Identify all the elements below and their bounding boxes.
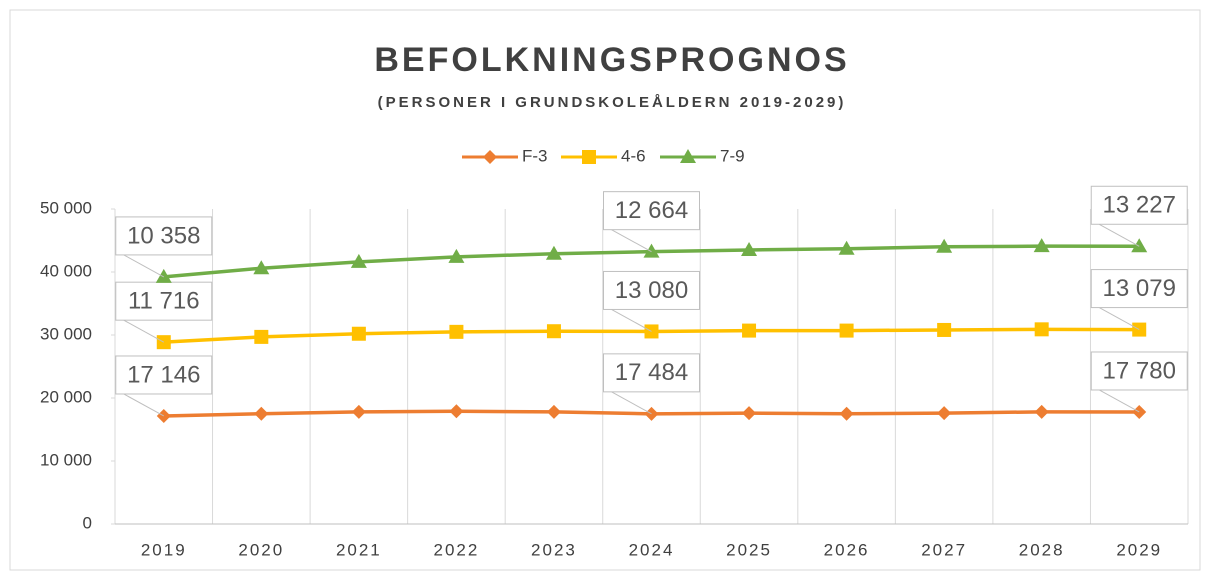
- x-tick-label: 2021: [336, 540, 382, 559]
- x-tick-label: 2023: [531, 540, 577, 559]
- data-label: 13 227: [1103, 192, 1176, 219]
- marker: [449, 324, 464, 339]
- label-leader: [1098, 389, 1140, 413]
- marker: [1131, 238, 1148, 253]
- label-leader: [611, 229, 652, 253]
- marker: [937, 406, 952, 421]
- marker: [1034, 404, 1049, 419]
- marker: [839, 323, 854, 338]
- marker: [1033, 238, 1050, 253]
- y-tick-label: 10 000: [40, 450, 92, 469]
- marker: [449, 404, 464, 419]
- marker: [546, 324, 561, 339]
- label-leader: [1098, 307, 1140, 331]
- label-leader: [123, 393, 165, 417]
- marker: [253, 260, 270, 275]
- marker: [839, 406, 854, 421]
- marker: [448, 248, 465, 263]
- legend-label: 7-9: [720, 146, 745, 165]
- marker: [936, 238, 953, 253]
- marker: [155, 268, 172, 283]
- label-box: [115, 281, 213, 321]
- marker: [545, 245, 562, 260]
- label-box: [603, 270, 700, 310]
- marker: [937, 322, 952, 337]
- data-label: 13 080: [615, 277, 688, 304]
- legend-marker: [483, 150, 497, 164]
- y-tick-label: 50 000: [40, 198, 92, 217]
- label-box: [1090, 351, 1188, 391]
- marker: [838, 240, 855, 255]
- legend-label: F-3: [522, 146, 548, 165]
- label-leader: [123, 254, 165, 278]
- y-tick-label: 30 000: [40, 324, 92, 343]
- data-label: 17 780: [1103, 357, 1176, 384]
- legend-label: 4-6: [621, 146, 646, 165]
- data-label: 12 664: [615, 197, 688, 224]
- x-tick-label: 2020: [238, 540, 284, 559]
- label-leader: [611, 391, 652, 415]
- data-label: 10 358: [127, 222, 200, 249]
- marker: [1034, 322, 1049, 337]
- label-box: [1090, 185, 1188, 225]
- marker: [643, 243, 660, 258]
- y-tick-label: 20 000: [40, 387, 92, 406]
- y-tick-label: 40 000: [40, 261, 92, 280]
- label-box: [1090, 269, 1188, 309]
- data-label: 17 484: [615, 359, 688, 386]
- data-label: 11 716: [128, 288, 200, 315]
- marker: [546, 404, 561, 419]
- x-tick-label: 2029: [1116, 540, 1162, 559]
- label-box: [603, 191, 700, 231]
- marker: [254, 329, 269, 344]
- x-tick-label: 2019: [141, 540, 187, 559]
- x-tick-label: 2028: [1019, 540, 1065, 559]
- marker: [350, 253, 367, 268]
- y-tick-label: 0: [83, 513, 92, 532]
- x-tick-label: 2022: [433, 540, 479, 559]
- legend-marker: [582, 150, 596, 164]
- marker: [742, 323, 757, 338]
- data-label: 17 146: [127, 361, 200, 388]
- label-box: [115, 216, 213, 256]
- marker: [351, 404, 366, 419]
- label-box: [603, 353, 700, 393]
- label-leader: [1098, 223, 1140, 247]
- x-tick-label: 2026: [824, 540, 870, 559]
- marker: [254, 406, 269, 421]
- marker: [742, 406, 757, 421]
- label-box: [115, 355, 213, 395]
- x-tick-label: 2024: [629, 540, 675, 559]
- data-label: 13 079: [1103, 275, 1176, 302]
- label-leader: [123, 319, 165, 343]
- marker: [741, 241, 758, 256]
- marker: [351, 326, 366, 341]
- label-leader: [611, 309, 652, 332]
- x-tick-label: 2025: [726, 540, 772, 559]
- legend-marker: [680, 149, 696, 163]
- chart-title: BEFOLKNINGSPROGNOS: [374, 41, 849, 79]
- x-tick-label: 2027: [921, 540, 967, 559]
- chart-subtitle: (PERSONER I GRUNDSKOLEÅLDERN 2019-2029): [378, 94, 847, 111]
